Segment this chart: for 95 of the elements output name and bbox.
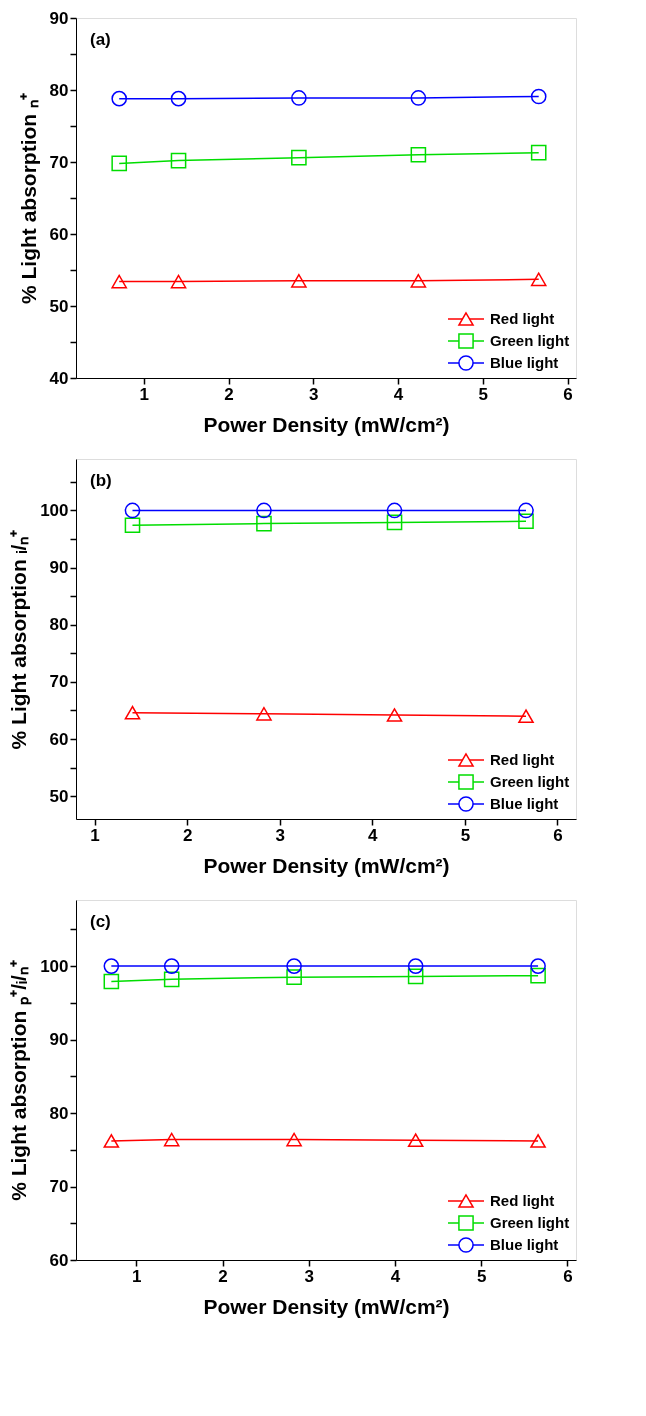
point [286,958,302,974]
point [170,90,187,107]
x-tick-label: 4 [368,825,379,845]
point [386,514,403,531]
y-tick-label: 80 [49,80,69,100]
x-tick-label: 3 [304,1266,314,1286]
point [386,708,403,722]
x-tick-label: 4 [390,1266,401,1286]
point [410,146,427,163]
legend-label: Blue light [490,354,559,371]
point [407,1133,424,1148]
point [256,706,272,721]
x-tick-label: 5 [460,825,471,845]
point [410,90,427,106]
point [103,958,120,974]
y-axis-title: % Light absorption ₚ⁺/ᵢ/ₙ⁺ [7,960,33,1201]
x-tick-label: 1 [132,1266,142,1286]
annotation: (c) [90,912,111,931]
y-tick-label: 50 [49,296,69,316]
point [163,1132,180,1147]
y-tick-label: 60 [49,1250,69,1270]
x-tick-label: 2 [224,384,234,404]
point [103,1134,120,1148]
point [103,973,120,990]
legend-label: Blue light [490,1236,559,1253]
legend-label: Red light [490,310,555,327]
point [530,272,547,287]
x-axis-title: Power Density (mW/cm²) [203,1294,450,1318]
point [170,152,187,169]
legend-label: Green light [490,332,570,349]
point [518,513,534,530]
point [407,968,424,985]
point [530,967,546,984]
x-tick-label: 4 [393,384,404,404]
y-tick-label: 80 [49,1103,69,1123]
point [163,958,180,974]
point [124,517,141,534]
point [256,515,272,532]
y-tick-label: 60 [49,224,69,244]
point [530,88,547,105]
y-tick-label: 100 [40,500,69,520]
y-tick-label: 90 [49,558,69,578]
x-axis-title: Power Density (mW/cm²) [203,853,450,877]
y-tick-label: 90 [49,1030,69,1050]
point [124,705,141,720]
point [518,502,534,519]
legend-label: Red light [490,1192,555,1209]
point [407,958,424,974]
point [170,274,187,289]
annotation: (b) [90,471,112,490]
x-tick-label: 2 [218,1266,228,1286]
x-tick-label: 5 [478,384,489,404]
legend-label: Red light [490,751,555,768]
legend-label: Blue light [490,795,559,812]
point [163,971,180,988]
y-axis-title: % Light absorption ₙ⁺ [16,93,40,304]
y-tick-label: 70 [49,672,69,692]
point [111,274,128,289]
x-tick-label: 6 [563,1266,573,1286]
point [291,90,307,106]
x-tick-label: 3 [275,825,285,845]
x-tick-label: 3 [309,384,319,404]
point [111,90,128,107]
point [386,502,403,519]
point [256,502,272,519]
y-tick-label: 60 [49,729,69,749]
x-tick-label: 1 [139,384,150,404]
point [291,149,307,166]
point [124,502,141,519]
y-tick-label: 100 [40,956,69,976]
point [530,1134,546,1148]
y-axis-title: % Light absorption ᵢ/ₙ⁺ [7,529,31,750]
y-tick-label: 70 [49,152,69,172]
x-tick-label: 6 [563,384,573,404]
point [530,958,546,974]
point [530,144,547,161]
point [410,273,427,288]
annotation: (a) [90,30,111,49]
legend-label: Green light [490,1214,570,1231]
point [286,1132,302,1147]
x-tick-label: 5 [476,1266,487,1286]
point [291,273,307,288]
point [518,709,534,724]
y-tick-label: 40 [49,368,69,388]
point [111,155,128,172]
y-tick-label: 80 [49,615,69,635]
legend-label: Green light [490,773,570,790]
x-axis-title: Power Density (mW/cm²) [203,412,450,436]
y-tick-label: 70 [49,1177,69,1197]
y-tick-label: 50 [49,786,69,806]
y-tick-label: 90 [49,8,69,28]
x-tick-label: 6 [553,825,563,845]
x-tick-label: 2 [182,825,193,845]
point [286,969,302,985]
x-tick-label: 1 [90,825,100,845]
